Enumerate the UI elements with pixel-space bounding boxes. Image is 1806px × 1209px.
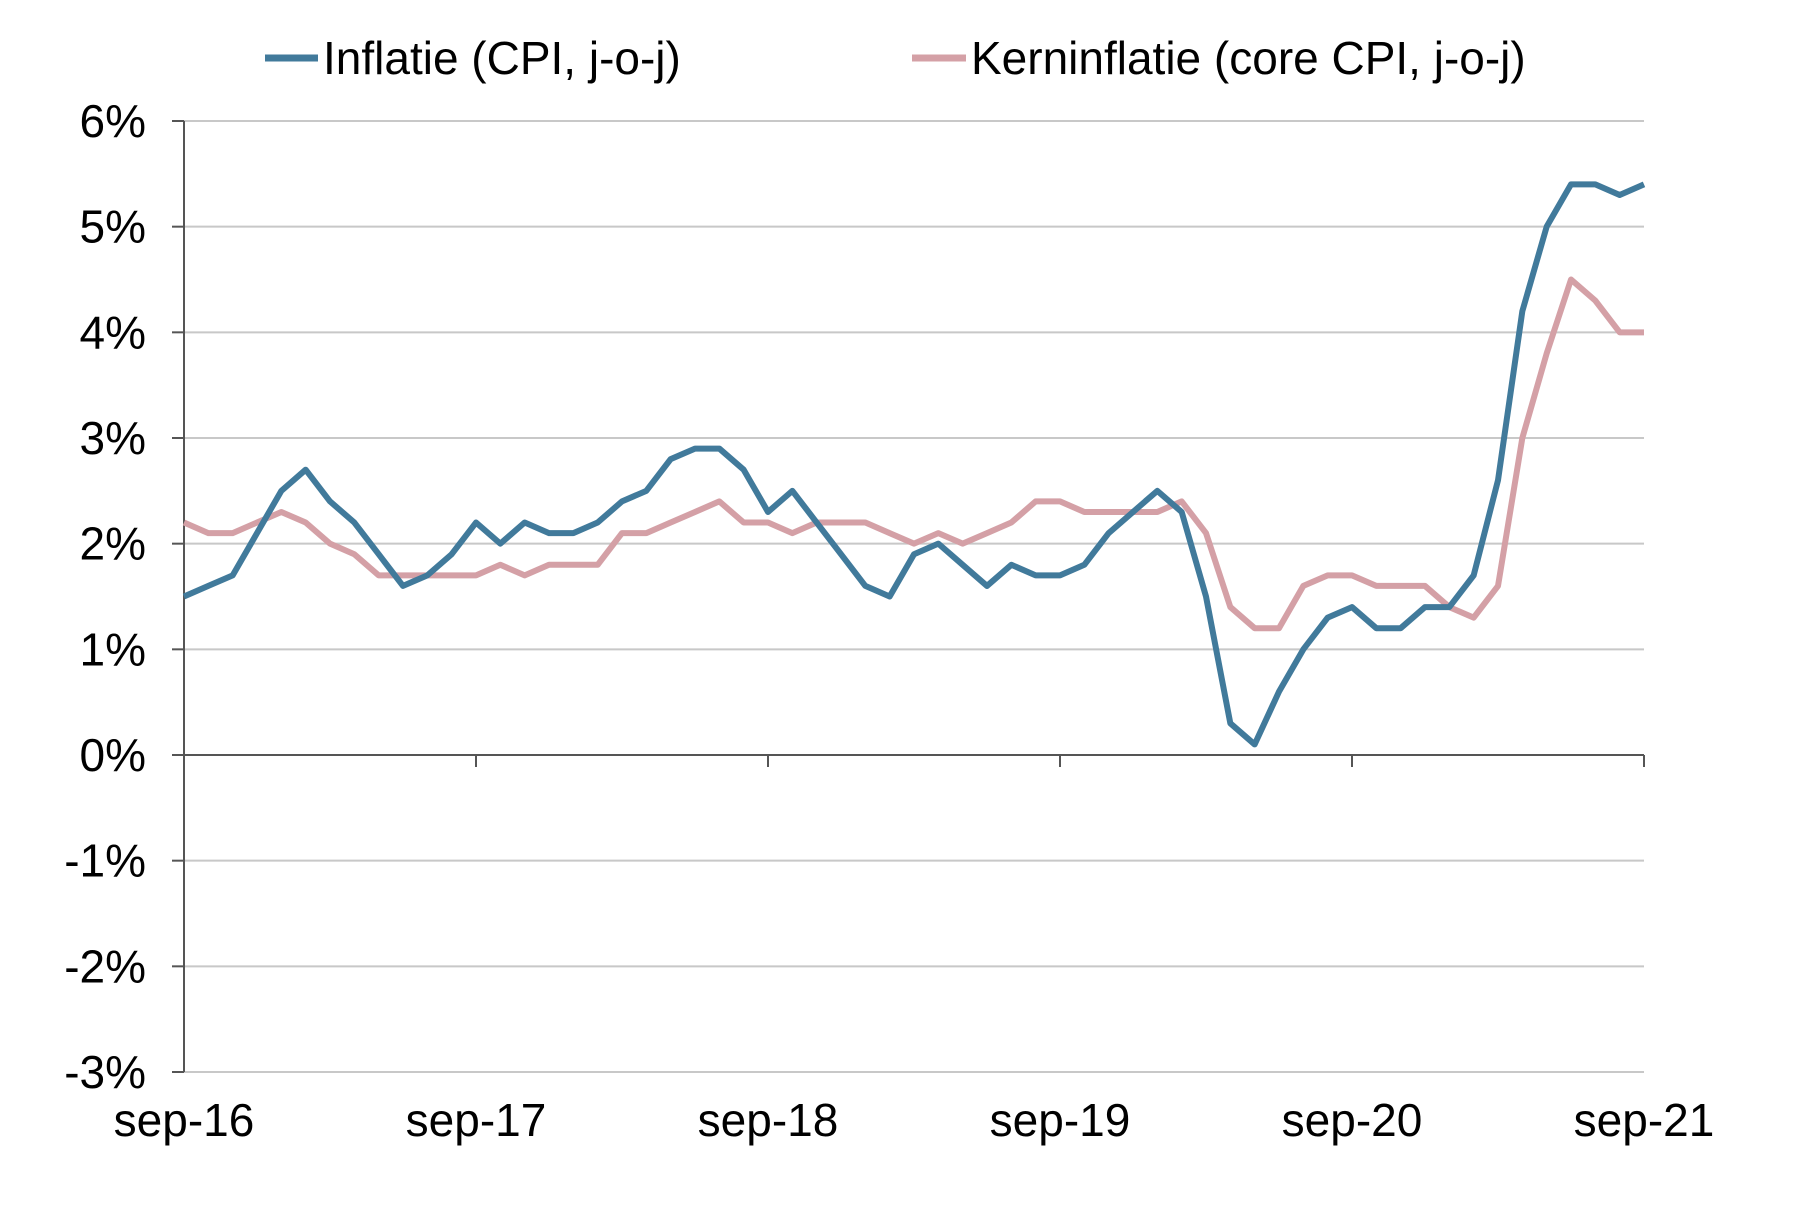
x-axis-tick-labels: sep-16 sep-17 sep-18 sep-19 sep-20 sep-21 <box>114 1094 1715 1146</box>
x-tick-label: sep-17 <box>406 1094 547 1146</box>
legend-label: Inflatie (CPI, j-o-j) <box>323 32 681 84</box>
y-tick-label: 6% <box>80 95 146 147</box>
x-tick-label: sep-19 <box>990 1094 1131 1146</box>
x-tick-label: sep-21 <box>1574 1094 1715 1146</box>
y-tick-label: 1% <box>80 623 146 675</box>
y-tick-label: 3% <box>80 412 146 464</box>
y-tick-label: -3% <box>64 1046 146 1098</box>
axes <box>172 120 1645 1073</box>
y-tick-label: 0% <box>80 729 146 781</box>
series-line-cpi <box>182 181 1646 748</box>
x-tick-label: sep-18 <box>698 1094 839 1146</box>
legend-label: Kerninflatie (core CPI, j-o-j) <box>971 32 1526 84</box>
y-tick-label: 2% <box>80 518 146 570</box>
x-tick-label: sep-16 <box>114 1094 255 1146</box>
gridlines <box>184 120 1644 1073</box>
x-tick-label: sep-20 <box>1282 1094 1423 1146</box>
y-tick-label: -2% <box>64 940 146 992</box>
series-lines <box>182 181 1646 748</box>
y-tick-label: -1% <box>64 835 146 887</box>
y-axis-tick-labels: 6% 5% 4% 3% 2% 1% 0% -1% -2% -3% <box>64 95 146 1098</box>
y-tick-label: 4% <box>80 306 146 358</box>
y-tick-label: 5% <box>80 201 146 253</box>
legend: Inflatie (CPI, j-o-j) Kerninflatie (core … <box>265 32 1526 84</box>
